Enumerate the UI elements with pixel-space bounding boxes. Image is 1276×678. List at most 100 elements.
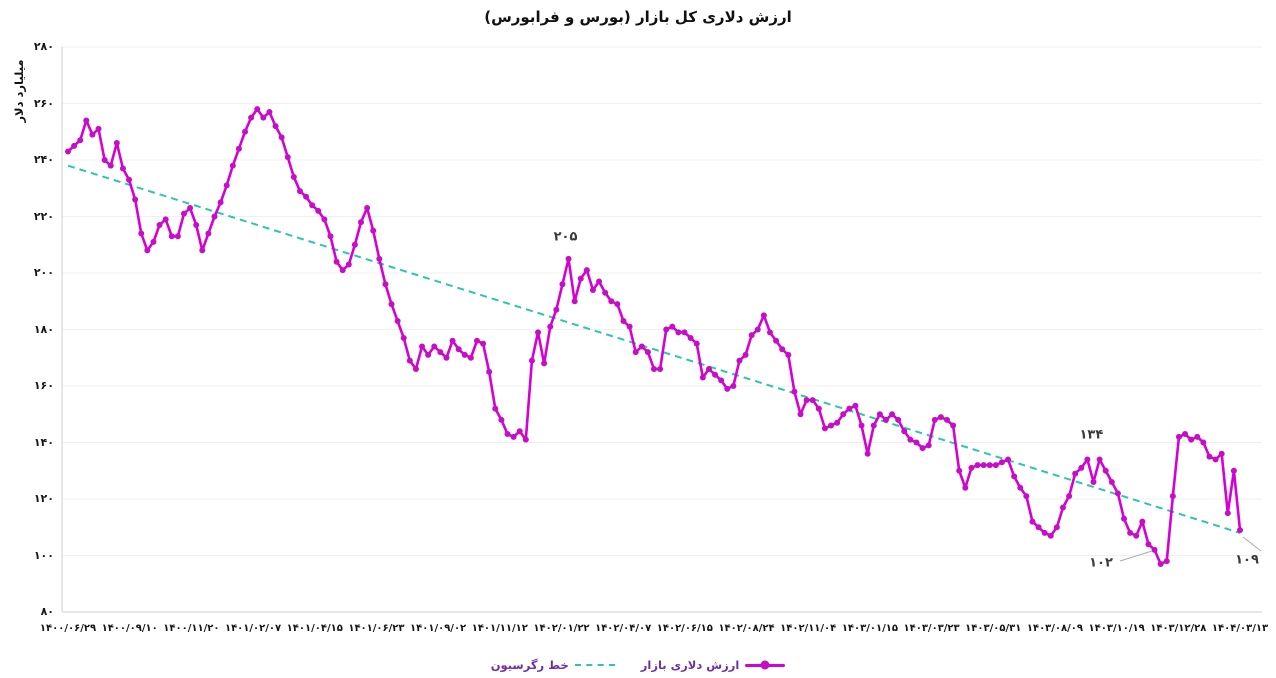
data-point-marker [1175, 433, 1182, 440]
data-point-marker [596, 278, 603, 285]
data-point-marker [669, 323, 676, 330]
data-point-marker [254, 106, 261, 113]
data-point-marker [1023, 493, 1030, 500]
data-point-marker [907, 436, 914, 443]
data-annotation: ۱۰۹ [1235, 552, 1259, 568]
data-point-marker [290, 173, 297, 180]
data-point-marker [1212, 456, 1219, 463]
data-point-marker [712, 371, 719, 378]
data-point-marker [785, 351, 792, 358]
data-point-marker [95, 125, 102, 132]
data-point-marker [577, 275, 584, 282]
data-point-marker [516, 428, 523, 435]
annotation-leader-line [1119, 550, 1153, 562]
x-tick-label: ۱۴۰۱/۱۱/۱۲ [471, 623, 528, 634]
data-point-marker [339, 267, 346, 274]
data-point-marker [65, 148, 71, 155]
data-point-marker [858, 422, 865, 429]
data-point-marker [388, 301, 395, 308]
data-point-marker [553, 306, 560, 313]
data-point-marker [968, 464, 975, 471]
data-point-marker [1108, 479, 1115, 486]
data-point-marker [693, 340, 700, 347]
x-tick-label: ۱۴۰۲/۰۶/۱۵ [656, 623, 713, 634]
data-point-marker [1041, 529, 1048, 536]
data-point-marker [345, 261, 352, 268]
data-point-marker [315, 207, 322, 214]
data-point-marker [229, 162, 236, 169]
legend: خط رگرسیون ارزش دلاری بازار [0, 658, 1276, 672]
data-point-marker [425, 351, 432, 358]
annotation-leader-line [1242, 536, 1262, 552]
x-tick-label: ۱۴۰۲/۰۴/۰۷ [595, 623, 652, 634]
data-point-marker [266, 108, 273, 115]
data-point-marker [1151, 546, 1158, 553]
x-tick-label: ۱۴۰۴/۰۳/۱۳ [1211, 623, 1269, 634]
y-tick-label: ۸۰ [40, 605, 54, 618]
data-point-marker [1127, 529, 1134, 536]
data-point-marker [486, 368, 493, 375]
data-point-marker [1035, 524, 1042, 531]
data-point-marker [779, 346, 786, 353]
y-tick-label: ۲۸۰ [33, 40, 54, 53]
data-point-marker [272, 123, 279, 130]
legend-label-market-value: ارزش دلاری بازار [640, 658, 740, 672]
data-point-marker [406, 357, 413, 364]
regression-line [67, 164, 1241, 534]
data-point-marker [480, 340, 487, 347]
data-point-marker [504, 431, 511, 438]
data-point-marker [223, 182, 230, 189]
data-annotation: ۱۳۴ [1079, 427, 1104, 443]
data-point-marker [419, 343, 426, 350]
data-point-marker [1053, 524, 1060, 531]
data-point-marker [852, 402, 859, 409]
data-point-marker [138, 230, 145, 237]
data-point-marker [937, 414, 944, 421]
data-point-marker [235, 145, 242, 152]
legend-item-regression: خط رگرسیون [491, 658, 615, 672]
legend-item-market-value: ارزش دلاری بازار [641, 658, 786, 672]
data-point-marker [199, 247, 206, 254]
data-annotation: ۲۰۵ [553, 229, 578, 245]
x-tick-label: ۱۴۰۰/۱۱/۲۰ [163, 623, 220, 634]
data-point-marker [901, 428, 908, 435]
data-point-marker [1121, 515, 1128, 522]
data-point-marker [748, 332, 755, 339]
data-point-marker [882, 416, 889, 423]
data-point-marker [657, 366, 664, 373]
data-point-marker [931, 416, 938, 423]
data-point-marker [644, 349, 651, 356]
y-tick-label: ۱۴۰ [33, 435, 54, 449]
data-point-marker [809, 397, 816, 404]
data-point-marker [864, 450, 871, 457]
data-point-marker [303, 193, 310, 200]
data-point-marker [626, 323, 633, 330]
data-point-marker [1200, 439, 1207, 446]
data-point-marker [992, 462, 999, 469]
data-point-marker [449, 337, 456, 344]
data-point-marker [510, 433, 517, 440]
data-point-marker [187, 205, 194, 212]
data-point-marker [1206, 453, 1213, 460]
data-point-marker [400, 334, 407, 341]
x-tick-label: ۱۴۰۱/۰۹/۰۲ [410, 623, 467, 634]
data-point-marker [1114, 490, 1121, 497]
data-point-marker [821, 425, 828, 432]
data-point-marker [1163, 558, 1170, 565]
x-tick-label: ۱۴۰۲/۰۱/۲۲ [533, 623, 590, 634]
data-point-marker [559, 281, 566, 288]
data-point-marker [870, 422, 877, 429]
data-point-marker [1133, 532, 1140, 539]
market-value-line-swatch-icon [745, 660, 786, 670]
data-point-marker [174, 233, 181, 240]
data-point-marker [364, 205, 371, 212]
data-point-marker [1090, 479, 1097, 486]
data-point-marker [217, 199, 224, 206]
data-point-marker [754, 326, 761, 333]
data-point-marker [718, 377, 725, 384]
data-point-marker [528, 357, 535, 364]
data-point-marker [132, 196, 139, 203]
x-tick-label: ۱۴۰۲/۱۱/۰۴ [780, 623, 837, 634]
data-point-marker [1237, 527, 1243, 534]
data-point-marker [760, 312, 767, 319]
